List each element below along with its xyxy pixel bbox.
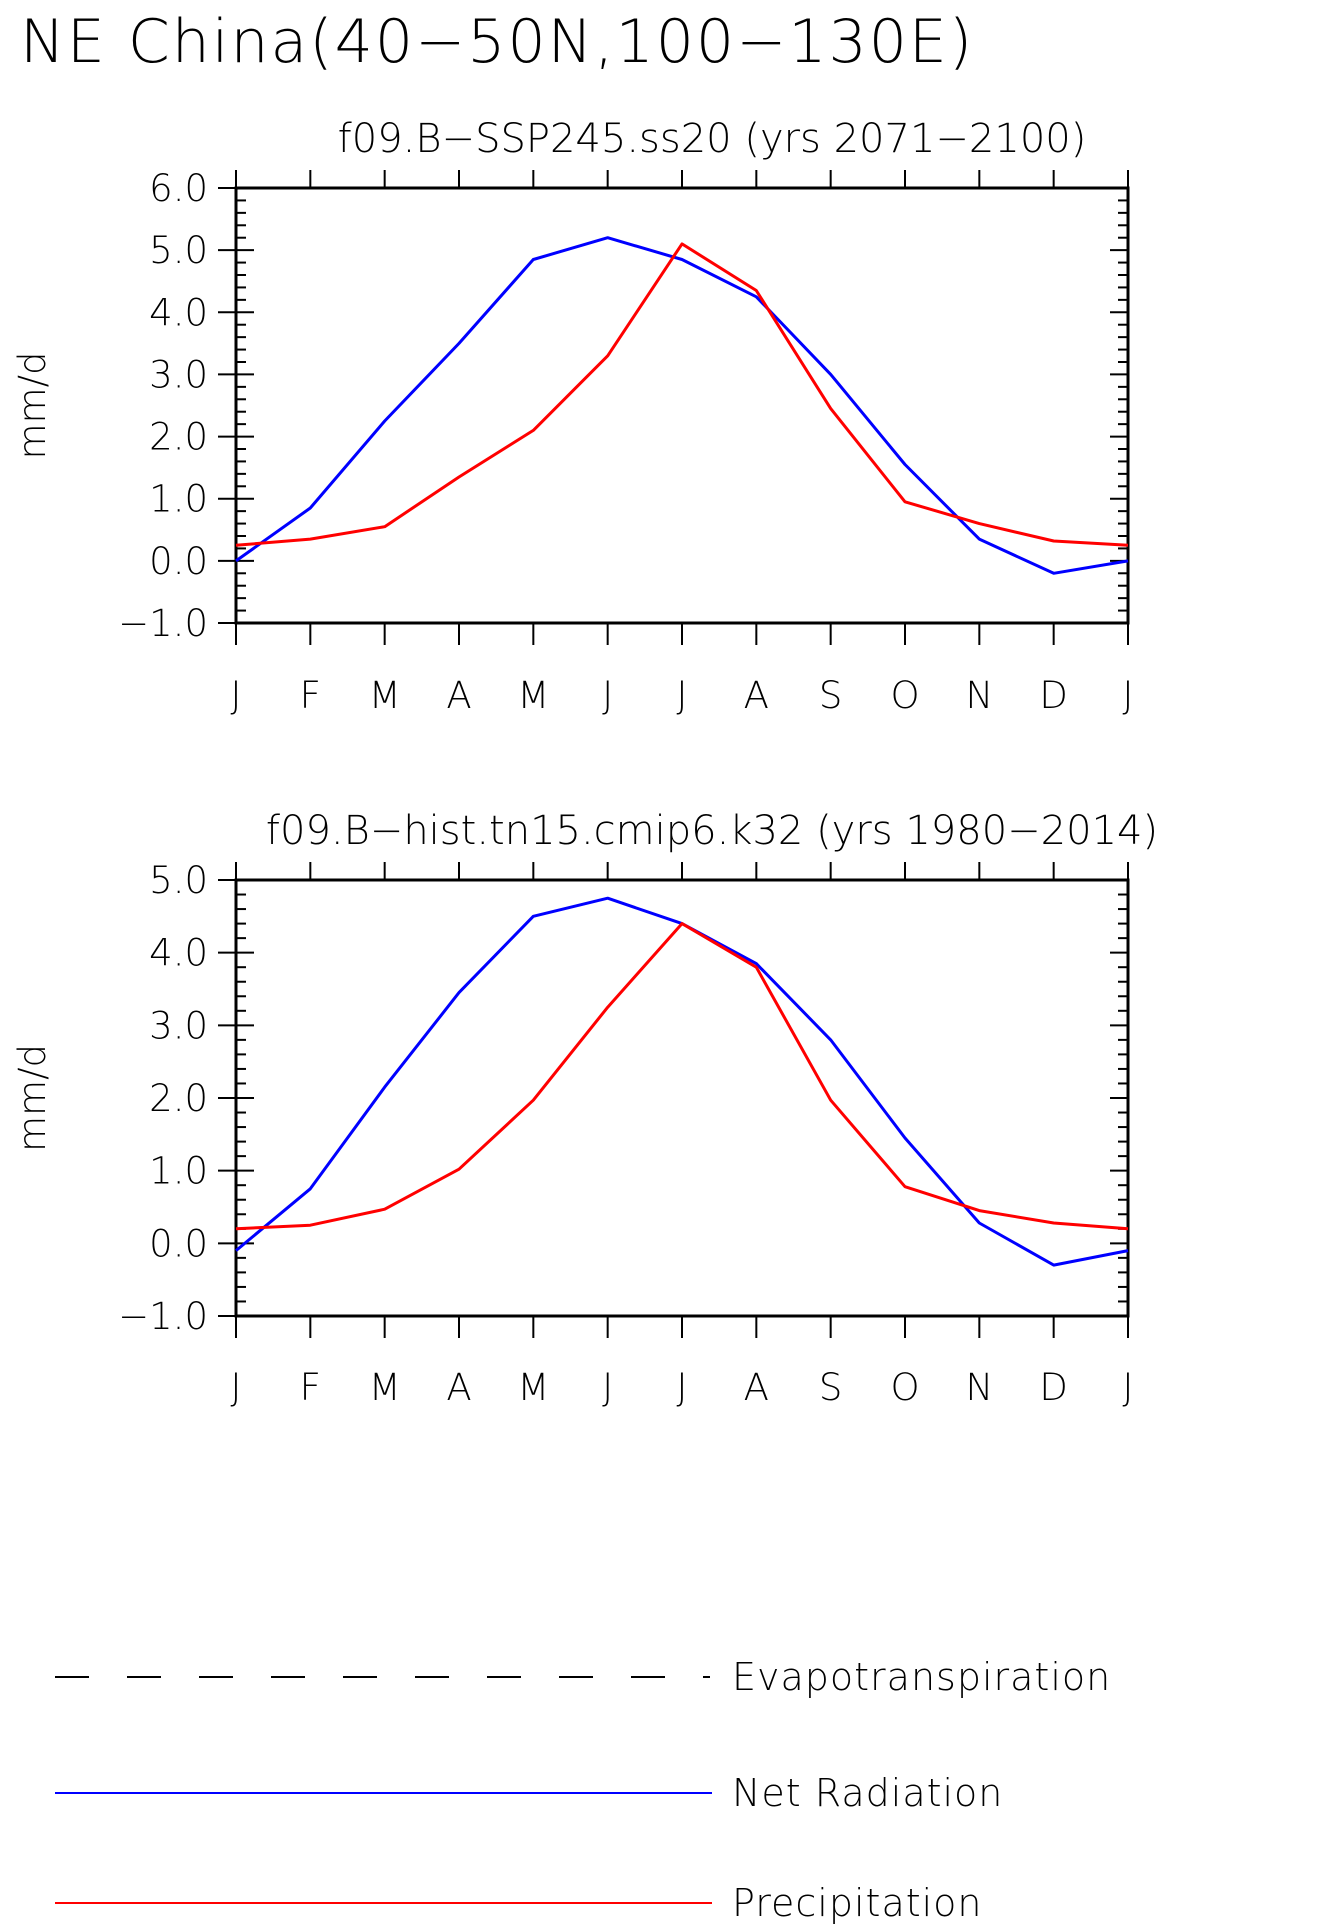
x-tick-label: J [231, 674, 242, 717]
x-tick-label: J [677, 674, 688, 717]
y-tick-label: 1.0 [149, 1150, 208, 1193]
x-tick-label: A [446, 1366, 471, 1409]
x-tick-label: N [965, 1366, 993, 1409]
series-line-precipitation [235, 922, 1129, 1231]
legend-label-evapotranspiration: Evapotranspiration [732, 1655, 1111, 1699]
y-tick-label: −1.0 [118, 1295, 208, 1338]
x-tick-label: O [890, 1366, 919, 1409]
x-tick-label: J [602, 1366, 613, 1409]
x-tick-label: J [231, 1366, 242, 1409]
plot-frame [234, 878, 1130, 1318]
x-tick-label: M [369, 1366, 401, 1409]
series-line-net-radiation [235, 236, 1129, 575]
y-tick-label: 0.0 [149, 540, 208, 583]
series-line-precipitation [235, 242, 1129, 547]
x-tick-label: D [1039, 674, 1068, 717]
y-tick-label: 2.0 [149, 1077, 208, 1120]
y-axis-label: mm/d [11, 351, 54, 459]
x-tick-label: S [819, 674, 843, 717]
legend: Evapotranspiration Net Radiation Precipi… [55, 1655, 1111, 1925]
y-tick-label: 1.0 [149, 478, 208, 521]
x-tick-label: D [1039, 1366, 1068, 1409]
y-tick-label: 0.0 [149, 1222, 208, 1265]
y-tick-label: 5.0 [149, 859, 208, 902]
legend-label-precipitation: Precipitation [732, 1881, 983, 1925]
x-tick-label: F [300, 674, 321, 717]
chart-panel-ssp245: f09.B−SSP245.ss20 (yrs 2071−2100) mm/d 6.0… [11, 116, 1133, 717]
x-tick-label: A [744, 1366, 769, 1409]
panel-title: f09.B−SSP245.ss20 (yrs 2071−2100) [338, 116, 1087, 162]
x-tick-label: F [300, 1366, 321, 1409]
x-tick-label: A [744, 674, 769, 717]
x-tick-label: O [890, 674, 919, 717]
series-line-net-radiation [235, 896, 1129, 1267]
chart-panel-historical: f09.B−hist.tn15.cmip6.k32 (yrs 1980−2014… [11, 808, 1158, 1409]
main-title: NE China(40−50N,100−130E) [20, 7, 974, 77]
plot-frame [234, 186, 1130, 625]
x-tick-label: A [446, 674, 471, 717]
y-tick-label: 2.0 [149, 416, 208, 459]
y-tick-label: 4.0 [149, 932, 208, 975]
x-tick-label: S [819, 1366, 843, 1409]
x-tick-label: N [965, 674, 993, 717]
x-tick-label: J [677, 1366, 688, 1409]
x-tick-label: J [1123, 1366, 1134, 1409]
y-tick-label: 6.0 [149, 167, 208, 210]
panel-title: f09.B−hist.tn15.cmip6.k32 (yrs 1980−2014… [266, 808, 1158, 854]
x-tick-label: J [1123, 674, 1134, 717]
x-tick-label: M [517, 1366, 549, 1409]
y-tick-label: 3.0 [149, 1004, 208, 1047]
y-tick-label: 3.0 [149, 353, 208, 396]
x-tick-label: M [517, 674, 549, 717]
y-tick-label: −1.0 [118, 602, 208, 645]
y-tick-label: 4.0 [149, 291, 208, 334]
legend-label-net-radiation: Net Radiation [732, 1771, 1003, 1815]
y-axis-label: mm/d [11, 1044, 54, 1152]
x-tick-label: M [369, 674, 401, 717]
x-tick-label: J [602, 674, 613, 717]
y-tick-label: 5.0 [149, 229, 208, 272]
